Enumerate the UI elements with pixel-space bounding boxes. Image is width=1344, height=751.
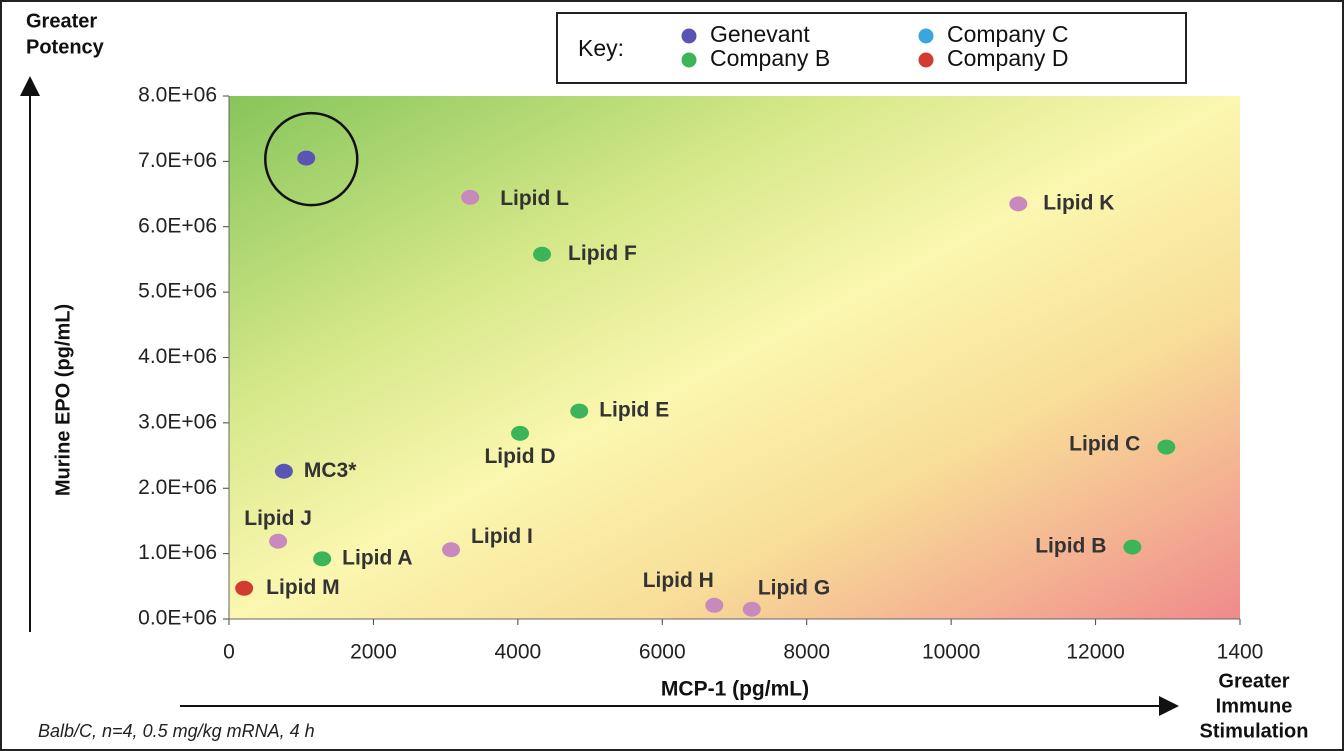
x-direction-label: Immune (1216, 695, 1293, 717)
point-label: Lipid C (1069, 433, 1140, 456)
x-direction-label: Greater (1218, 670, 1289, 692)
point-label: MC3* (304, 459, 357, 482)
data-point (742, 601, 761, 617)
x-tick-label: 12000 (1066, 641, 1124, 664)
x-tick-label: 1400 (1217, 641, 1264, 664)
data-point (1157, 439, 1176, 455)
point-label: Lipid F (568, 242, 637, 265)
legend-marker (918, 28, 934, 44)
data-point (461, 189, 480, 205)
x-tick-label: 6000 (639, 641, 686, 664)
legend-marker (918, 52, 934, 68)
data-point (533, 246, 552, 262)
data-point (1009, 196, 1028, 212)
y-direction-label: Potency (26, 36, 105, 58)
highlight-circle (264, 111, 359, 207)
legend-title: Key: (578, 35, 624, 61)
x-tick-label: 4000 (494, 641, 541, 664)
y-tick-label: 3.0E+06 (138, 410, 217, 433)
footnote: Balb/C, n=4, 0.5 mg/kg mRNA, 4 h (38, 721, 315, 741)
data-point (297, 150, 316, 166)
x-axis-title: MCP-1 (pg/mL) (661, 678, 809, 701)
y-tick-label: 8.0E+06 (138, 84, 217, 107)
x-tick-label: 8000 (783, 641, 830, 664)
data-point (1123, 539, 1142, 555)
legend-box (556, 12, 1187, 84)
legend-label: Company C (947, 21, 1068, 47)
x-tick-label: 2000 (350, 641, 397, 664)
y-tick-label: 0.0E+06 (138, 607, 217, 630)
data-point (269, 533, 288, 549)
y-tick-label: 4.0E+06 (138, 345, 217, 368)
point-label: Lipid J (244, 507, 312, 530)
point-label: Lipid G (758, 577, 830, 600)
point-label: Lipid A (342, 546, 412, 569)
data-point (570, 403, 589, 419)
y-tick-label: 1.0E+06 (138, 541, 217, 564)
point-label: Lipid D (484, 445, 555, 468)
data-point (313, 551, 332, 567)
legend-label: Genevant (710, 21, 810, 47)
x-direction-label: Stimulation (1200, 720, 1309, 742)
y-tick-label: 2.0E+06 (138, 476, 217, 499)
point-label: Lipid L (500, 187, 569, 210)
y-tick-label: 7.0E+06 (138, 149, 217, 172)
y-direction-label: Greater (26, 10, 97, 32)
point-label: Lipid K (1043, 191, 1114, 214)
point-label: Lipid I (471, 525, 533, 548)
data-point (705, 597, 724, 613)
point-label: Lipid H (643, 569, 714, 592)
data-point (274, 463, 293, 479)
data-point (511, 425, 530, 441)
data-point (442, 542, 461, 558)
legend-marker (681, 52, 697, 68)
point-label: Lipid B (1035, 535, 1106, 558)
plot-area (229, 96, 1240, 619)
data-point (235, 580, 254, 596)
x-tick-label: 0 (223, 641, 235, 664)
y-axis-title: Murine EPO (pg/mL) (52, 304, 74, 496)
legend-label: Company B (710, 45, 830, 71)
x-tick-label: 10000 (922, 641, 980, 664)
legend-label: Company D (947, 45, 1068, 71)
legend-marker (681, 28, 697, 44)
point-label: Lipid M (266, 576, 339, 599)
y-tick-label: 5.0E+06 (138, 280, 217, 303)
y-tick-label: 6.0E+06 (138, 214, 217, 237)
point-label: Lipid E (599, 399, 669, 422)
